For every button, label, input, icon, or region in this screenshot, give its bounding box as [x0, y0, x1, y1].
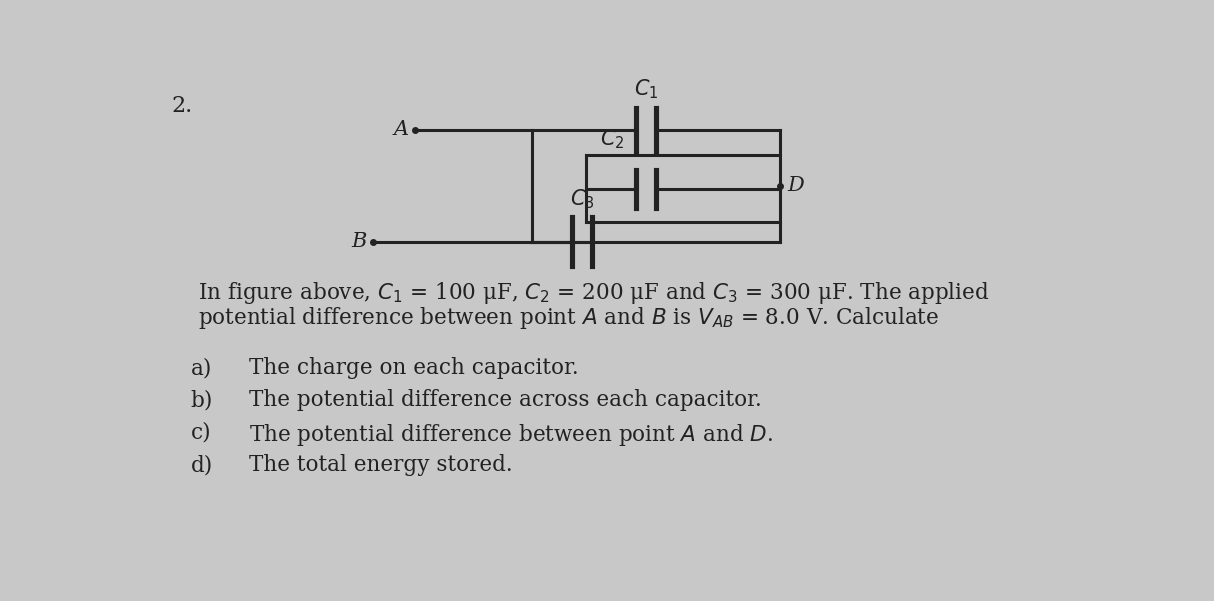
Text: B: B	[351, 232, 367, 251]
Text: a): a)	[191, 357, 212, 379]
Text: In figure above, $C_1$ = 100 μF, $C_2$ = 200 μF and $C_3$ = 300 μF. The applied: In figure above, $C_1$ = 100 μF, $C_2$ =…	[198, 280, 989, 306]
Text: D: D	[787, 176, 804, 195]
Text: The potential difference between point $A$ and $D$.: The potential difference between point $…	[249, 422, 773, 448]
Text: $C_1$: $C_1$	[634, 77, 658, 100]
Text: potential difference between point $A$ and $B$ is $V_{AB}$ = 8.0 V. Calculate: potential difference between point $A$ a…	[198, 305, 940, 331]
Text: d): d)	[191, 454, 212, 476]
Text: $C_3$: $C_3$	[569, 187, 594, 211]
Text: The potential difference across each capacitor.: The potential difference across each cap…	[249, 389, 761, 411]
Text: c): c)	[191, 422, 211, 444]
Text: The total energy stored.: The total energy stored.	[249, 454, 512, 476]
Text: A: A	[393, 120, 409, 139]
Text: The charge on each capacitor.: The charge on each capacitor.	[249, 357, 578, 379]
Text: $C_2$: $C_2$	[600, 128, 624, 151]
Text: b): b)	[191, 389, 212, 411]
Text: 2.: 2.	[171, 95, 192, 117]
